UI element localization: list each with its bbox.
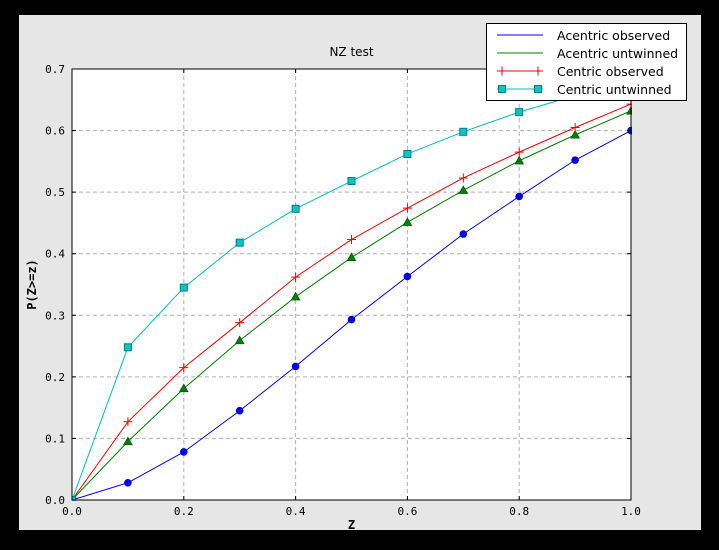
series-group bbox=[72, 75, 632, 501]
data-point-acentric-untwinned bbox=[234, 335, 245, 345]
y-tick-label: 0.4 bbox=[45, 248, 65, 261]
data-point-centric-untwinned bbox=[347, 177, 356, 186]
x-tick-label: 1.0 bbox=[621, 505, 641, 518]
matplotlib-figure: 0.0 0.2 0.4 0.6 0.8 1.0 0.0 0.1 0.2 0.3 0.4 0.5 0.6 0… bbox=[19, 15, 701, 532]
data-point-acentric-observed bbox=[347, 315, 356, 324]
data-point-centric-observed bbox=[497, 66, 507, 76]
x-tick-label: 0.2 bbox=[174, 505, 194, 518]
data-point-centric-observed bbox=[291, 272, 301, 282]
data-point-acentric-untwinned bbox=[514, 155, 525, 165]
data-point-centric-untwinned bbox=[498, 85, 506, 93]
legend-entry-centric-observed: Centric observed bbox=[495, 62, 686, 80]
data-point-acentric-observed bbox=[571, 156, 579, 164]
legend-entry-acentric-untwinned: Acentric untwinned bbox=[495, 44, 686, 62]
data-point-centric-untwinned bbox=[179, 283, 188, 292]
data-point-centric-untwinned bbox=[515, 108, 524, 117]
data-point-centric-observed bbox=[179, 363, 189, 373]
data-point-acentric-untwinned bbox=[570, 129, 580, 139]
y-axis-label: P(Z>=z) bbox=[25, 259, 39, 310]
data-point-centric-untwinned bbox=[459, 127, 468, 136]
y-tick-label: 0.0 bbox=[45, 494, 65, 507]
data-point-centric-observed bbox=[514, 147, 524, 157]
x-tick-label: 0.0 bbox=[62, 505, 82, 518]
data-point-acentric-untwinned bbox=[346, 252, 357, 262]
data-point-acentric-observed bbox=[235, 406, 244, 415]
legend-entry-centric-untwinned: Centric untwinned bbox=[495, 80, 686, 98]
plot-area: 0.0 0.2 0.4 0.6 0.8 1.0 0.0 0.1 0.2 0.3 0.4 0.5 0.6 0… bbox=[45, 63, 641, 518]
y-tick-label: 0.3 bbox=[45, 309, 65, 322]
data-point-acentric-untwinned bbox=[178, 383, 189, 393]
data-point-centric-observed bbox=[533, 66, 543, 76]
x-tick-label: 0.8 bbox=[509, 505, 529, 518]
data-point-centric-observed bbox=[570, 122, 580, 132]
data-point-acentric-untwinned bbox=[402, 217, 413, 226]
legend-sample-centric-untwinned bbox=[497, 85, 543, 93]
data-point-acentric-observed bbox=[124, 478, 132, 487]
legend-label-acentric-observed: Acentric observed bbox=[557, 27, 671, 43]
y-tick-label: 0.2 bbox=[45, 371, 65, 384]
data-point-centric-untwinned bbox=[123, 343, 132, 352]
axes-background bbox=[72, 69, 631, 500]
data-point-centric-observed bbox=[402, 203, 412, 213]
data-point-acentric-observed bbox=[459, 230, 468, 238]
data-point-centric-untwinned bbox=[534, 85, 542, 93]
data-point-acentric-untwinned bbox=[123, 436, 133, 446]
data-point-acentric-untwinned bbox=[458, 185, 469, 194]
data-point-centric-observed bbox=[235, 318, 245, 328]
y-tick-label: 0.1 bbox=[45, 432, 65, 445]
legend-sample-centric-observed bbox=[497, 66, 543, 76]
y-tick-label: 0.6 bbox=[45, 125, 65, 138]
legend-label-centric-untwinned: Centric untwinned bbox=[557, 81, 672, 97]
data-point-acentric-observed bbox=[515, 192, 524, 201]
x-tick-label: 0.6 bbox=[397, 505, 417, 518]
x-tick-label: 0.4 bbox=[286, 505, 306, 518]
data-point-acentric-observed bbox=[403, 272, 412, 281]
data-point-centric-untwinned bbox=[235, 238, 244, 247]
legend-entry-acentric-observed: Acentric observed bbox=[495, 26, 686, 44]
legend-sample-acentric-observed bbox=[497, 34, 543, 36]
axes-border bbox=[71, 68, 632, 501]
legend-sample-acentric-untwinned bbox=[497, 52, 543, 54]
data-point-centric-untwinned bbox=[403, 149, 412, 158]
y-tick-label: 0.5 bbox=[45, 186, 65, 199]
data-point-centric-observed bbox=[123, 417, 133, 427]
legend-label-acentric-untwinned: Acentric untwinned bbox=[557, 45, 679, 61]
data-point-centric-observed bbox=[347, 235, 356, 245]
x-axis-label: Z bbox=[347, 518, 356, 532]
legend: Acentric observed Acentric untwinned Centr… bbox=[486, 23, 687, 101]
chart-title: NZ test bbox=[329, 45, 374, 59]
data-point-acentric-observed bbox=[180, 448, 188, 456]
data-point-centric-observed bbox=[458, 173, 468, 183]
data-point-centric-untwinned bbox=[291, 204, 300, 213]
data-point-acentric-untwinned bbox=[290, 291, 301, 301]
legend-label-centric-observed: Centric observed bbox=[557, 63, 664, 79]
data-point-acentric-observed bbox=[291, 362, 300, 371]
y-tick-label: 0.7 bbox=[45, 63, 65, 76]
